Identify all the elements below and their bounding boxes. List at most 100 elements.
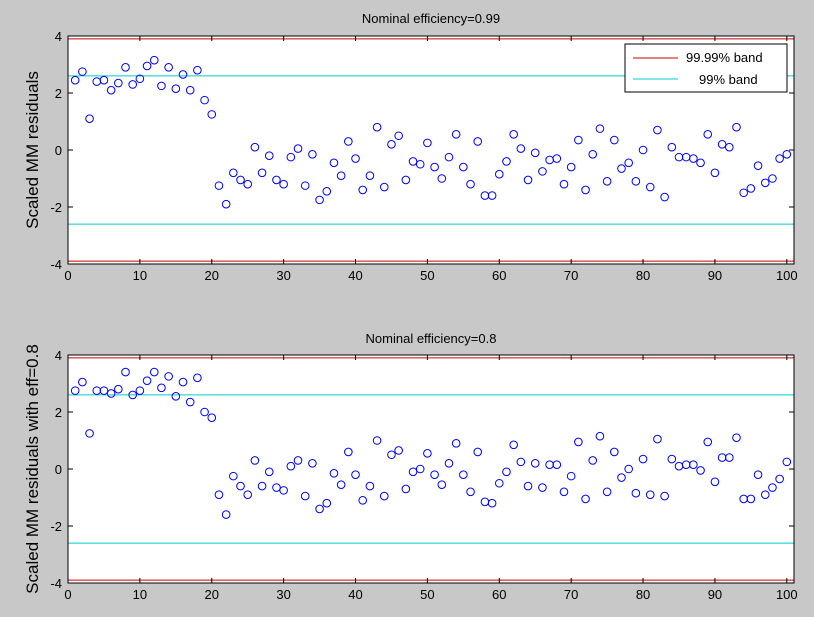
top-plot-data-point — [487, 191, 497, 200]
top-plot-data-point — [185, 85, 195, 95]
top-plot-data-point — [667, 142, 677, 152]
top-plot-points — [70, 55, 792, 209]
top-plot-data-point — [315, 195, 324, 205]
top-plot-data-point — [631, 177, 641, 186]
top-plot-data-point — [502, 157, 511, 166]
top-plot-y-axis-label: Scaled MM residuals — [23, 71, 42, 229]
bottom-plot-data-point — [423, 449, 432, 458]
bottom-plot-data-point — [85, 429, 94, 438]
top-plot-data-point — [171, 84, 181, 94]
bottom-plot-data-point — [581, 494, 590, 504]
top-plot-data-point — [329, 158, 339, 168]
bottom-plot-data-point — [574, 437, 583, 447]
top-plot-data-point — [157, 81, 166, 91]
bottom-plot-data-point — [336, 480, 346, 489]
bottom-plot-data-point — [293, 456, 303, 465]
top-plot-data-point — [595, 124, 605, 133]
top-plot-data-point — [401, 175, 411, 185]
top-plot-data-point — [214, 181, 224, 190]
bottom-plot-data-point — [315, 504, 324, 514]
top-plot-x-tick-label: 50 — [420, 268, 434, 283]
top-plot-data-point — [336, 171, 346, 180]
bottom-plot-data-point — [149, 367, 159, 377]
bottom-plot-data-point — [732, 433, 741, 442]
bottom-plot-data-point — [135, 386, 145, 395]
bottom-plot-x-tick-label: 40 — [348, 587, 362, 602]
bottom-plot-data-point — [703, 437, 713, 447]
bottom-plot-y-tick-label: -2 — [50, 519, 62, 534]
bottom-plot-title: Nominal efficiency=0.8 — [366, 331, 497, 346]
bottom-plot-data-point — [329, 468, 339, 478]
top-plot-data-point — [351, 154, 360, 163]
top-plot-data-point — [473, 137, 483, 146]
top-plot-data-point — [121, 63, 130, 72]
top-plot-data-point — [775, 154, 784, 163]
bottom-plot-data-point — [322, 498, 332, 508]
top-plot-data-point — [135, 74, 145, 84]
top-plot-data-point — [552, 154, 562, 163]
bottom-plot-data-point — [631, 488, 641, 498]
legend-label-cyan-band: 99% band — [699, 72, 758, 87]
top-plot-data-point — [760, 178, 770, 188]
top-plot-data-point — [250, 142, 260, 152]
top-plot-data-point — [99, 75, 109, 85]
bottom-plot-data-point — [264, 467, 274, 477]
top-plot-ticks: 0 10 20 30 40 50 60 70 80 90 100 -4 -2 0 2 4 — [50, 29, 797, 283]
bottom-plot-data-point — [344, 447, 353, 457]
top-plot-data-point — [193, 65, 202, 75]
top-plot-data-point — [272, 175, 281, 185]
bottom-plot-data-point — [121, 367, 130, 377]
bottom-plot-data-point — [379, 491, 389, 501]
bottom-plot-data-point — [595, 431, 605, 441]
top-plot-x-tick-label: 20 — [205, 268, 219, 283]
top-plot-x-tick-label: 90 — [708, 268, 722, 283]
bottom-plot-data-point — [142, 376, 152, 385]
bottom-plot-data-point — [768, 483, 777, 492]
top-plot-data-point — [207, 110, 217, 119]
bottom-plot-data-point — [473, 447, 483, 457]
bottom-plot-data-point — [99, 386, 109, 395]
top-plot-data-point — [264, 151, 274, 160]
top-plot-data-point — [588, 149, 598, 159]
bottom-plot-data-point — [602, 487, 612, 497]
bottom-plot-y-axis-label: Scaled MM residuals with eff=0.8 — [23, 344, 42, 594]
bottom-plot-data-point — [494, 478, 504, 488]
bottom-plot-data-point — [696, 466, 705, 475]
top-plot-data-point — [746, 184, 756, 193]
top-plot-data-point — [279, 179, 288, 189]
bottom-plot-data-point — [710, 477, 720, 487]
bottom-plot-y-tick-label: -4 — [50, 576, 62, 591]
bottom-plot-x-tick-label: 100 — [776, 587, 798, 602]
bottom-plot-data-point — [257, 481, 267, 491]
top-plot-y-tick-label: 0 — [55, 143, 62, 158]
top-plot-x-tick-label: 10 — [133, 268, 147, 283]
top-plot-data-point — [408, 157, 418, 166]
bottom-plot-ticks: 0 10 20 30 40 50 60 70 80 90 100 -4 -2 0 2 4 — [50, 348, 797, 602]
top-plot-data-point — [114, 78, 123, 88]
top-plot-x-tick-label: 30 — [276, 268, 290, 283]
top-plot-data-point — [293, 144, 303, 153]
bottom-plot-data-point — [401, 484, 411, 494]
bottom-plot-data-point — [509, 440, 518, 450]
top-plot-data-point — [494, 169, 504, 179]
top-plot-data-point — [717, 140, 727, 149]
top-plot-data-point — [149, 55, 159, 65]
bottom-plot-data-point — [588, 456, 598, 465]
bottom-plot-data-point — [300, 491, 310, 501]
top-plot-data-point — [300, 181, 310, 190]
bottom-plot-data-point — [415, 464, 425, 474]
bottom-plot-data-point — [523, 481, 533, 491]
bottom-plot-data-point — [653, 434, 662, 444]
top-plot-data-point — [523, 175, 533, 185]
top-plot-data-point — [387, 140, 396, 149]
bottom-plot-data-point — [552, 460, 562, 470]
bottom-plot-data-point — [725, 453, 734, 462]
top-plot-data-point — [624, 158, 633, 168]
top-plot-data-point — [221, 199, 231, 209]
top-plot-data-point — [509, 130, 518, 139]
bottom-plot-data-point — [609, 447, 619, 457]
bottom-plot-data-point — [430, 470, 439, 480]
top-plot-data-point — [466, 179, 475, 189]
top-plot-data-point — [653, 125, 662, 135]
bottom-plot-data-point — [746, 494, 756, 504]
